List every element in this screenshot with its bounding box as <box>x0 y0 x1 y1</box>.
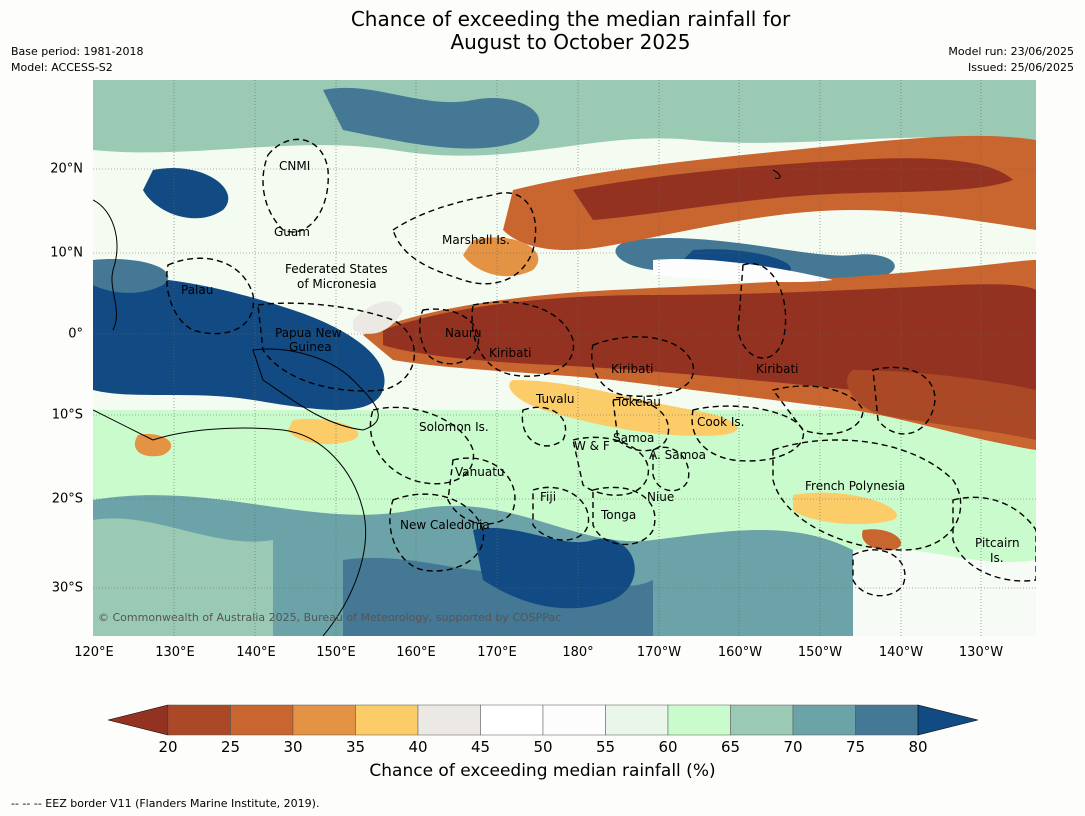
colorbar-tick-label: 20 <box>158 738 178 756</box>
colorbar-segment <box>167 704 231 736</box>
colorbar <box>108 704 978 736</box>
colorbar-segment <box>855 704 919 736</box>
region-label: Kiribati <box>611 362 653 376</box>
coastlines <box>93 169 781 636</box>
colorbar-segment <box>542 704 606 736</box>
colorbar-segment <box>230 704 294 736</box>
meta-left: Base period: 1981-2018 Model: ACCESS-S2 <box>11 44 143 76</box>
colorbar-segment <box>480 704 544 736</box>
lat-tick-label: 20°S <box>51 491 83 507</box>
region-label: Papua New <box>275 326 342 340</box>
region-label: of Micronesia <box>297 277 377 291</box>
region-label: Tuvalu <box>535 392 575 406</box>
region-label: French Polynesia <box>805 479 905 493</box>
region-labels: CNMI Guam Marshall Is. Federated States … <box>181 159 1020 565</box>
lat-tick-label: 10°S <box>51 407 83 423</box>
colorbar-tick-label: 25 <box>220 738 241 756</box>
colorbar-segment <box>792 704 856 736</box>
lon-tick-label: 160°E <box>396 645 436 660</box>
lat-tick-label: 20°N <box>50 161 83 177</box>
lon-tick-label: 170°W <box>636 645 682 660</box>
region-label: Solomon Is. <box>419 420 489 434</box>
colorbar-segment <box>292 704 356 736</box>
region-label: CNMI <box>279 159 310 173</box>
lon-tick-label: 130°E <box>155 645 195 660</box>
region-label: Marshall Is. <box>442 233 510 247</box>
lon-tick-label: 160°W <box>717 645 763 660</box>
region-label: Pitcairn <box>975 536 1020 550</box>
region-label: Kiribati <box>756 362 798 376</box>
colorbar-segment <box>355 704 419 736</box>
copyright-notice: © Commonwealth of Australia 2025, Bureau… <box>98 611 561 624</box>
region-label: Tokelau <box>615 395 661 409</box>
colorbar-tick-label: 30 <box>283 738 303 756</box>
region-label: Is. <box>990 551 1004 565</box>
lon-tick-label: 180° <box>562 645 594 660</box>
lon-tick-label: 140°W <box>878 645 924 660</box>
lon-tick-label: 130°W <box>958 645 1004 660</box>
colorbar-tick-label: 65 <box>720 738 741 756</box>
issued-date: Issued: 25/06/2025 <box>967 61 1074 74</box>
region-label: Guam <box>274 225 310 239</box>
region-label: Kiribati <box>489 346 531 360</box>
lat-tick-label: 0° <box>68 326 83 342</box>
lat-tick-label: 30°S <box>51 580 83 596</box>
colorbar-tick-label: 70 <box>783 738 803 756</box>
lon-tick-label: 170°E <box>477 645 517 660</box>
western-wet-zone <box>93 277 385 410</box>
colorbar-tick-label: 40 <box>408 738 428 756</box>
colorbar-low-extension <box>108 704 169 736</box>
colorbar-label: Chance of exceeding median rainfall (%) <box>369 761 716 781</box>
colorbar-segment <box>417 704 481 736</box>
colorbar-tick-label: 55 <box>595 738 616 756</box>
lon-tick-label: 150°W <box>797 645 843 660</box>
region-label: Samoa <box>613 431 654 445</box>
title-line-1: Chance of exceeding the median rainfall … <box>350 7 791 31</box>
colorbar-tick-label: 50 <box>533 738 553 756</box>
region-label: Nauru <box>445 326 481 340</box>
colorbar-segment <box>605 704 669 736</box>
region-label: Guinea <box>289 340 332 354</box>
eez-borders <box>166 138 1036 597</box>
region-label: Federated States <box>285 262 387 276</box>
region-label: Palau <box>181 283 213 297</box>
eez-footnote: -- -- -- EEZ border V11 (Flanders Marine… <box>11 797 320 810</box>
colorbar-segment <box>667 704 731 736</box>
region-label: Cook Is. <box>697 415 744 429</box>
meta-right: Model run: 23/06/2025 Issued: 25/06/2025 <box>948 44 1074 76</box>
title-line-2: August to October 2025 <box>450 30 691 54</box>
region-label: A. Samoa <box>649 448 706 462</box>
colorbar-tick-label: 45 <box>470 738 491 756</box>
colorbar-high-extension <box>917 704 978 736</box>
model-name: Model: ACCESS-S2 <box>11 61 113 74</box>
lon-tick-label: 150°E <box>316 645 356 660</box>
model-run: Model run: 23/06/2025 <box>948 45 1074 58</box>
southern-teal-field <box>93 495 853 636</box>
colorbar-tick-label: 35 <box>345 738 366 756</box>
region-label: W & F <box>574 439 610 453</box>
lon-tick-label: 120°E <box>74 645 114 660</box>
colorbar-tick-label: 60 <box>658 738 678 756</box>
region-label: Tonga <box>600 508 636 522</box>
base-period: Base period: 1981-2018 <box>11 45 144 58</box>
lat-tick-label: 10°N <box>50 245 83 261</box>
colorbar-segment <box>730 704 794 736</box>
graticule <box>93 80 1036 636</box>
colorbar-tick-label: 75 <box>845 738 866 756</box>
region-label: Fiji <box>540 490 556 504</box>
region-label: New Caledonia <box>400 518 490 532</box>
rainfall-map: CNMI Guam Marshall Is. Federated States … <box>93 80 1036 636</box>
colorbar-tick-label: 80 <box>908 738 928 756</box>
region-label: Niue <box>647 490 674 504</box>
lon-tick-label: 140°E <box>236 645 276 660</box>
chart-title: Chance of exceeding the median rainfall … <box>0 8 1085 54</box>
region-label: Vanuatu <box>455 465 505 479</box>
